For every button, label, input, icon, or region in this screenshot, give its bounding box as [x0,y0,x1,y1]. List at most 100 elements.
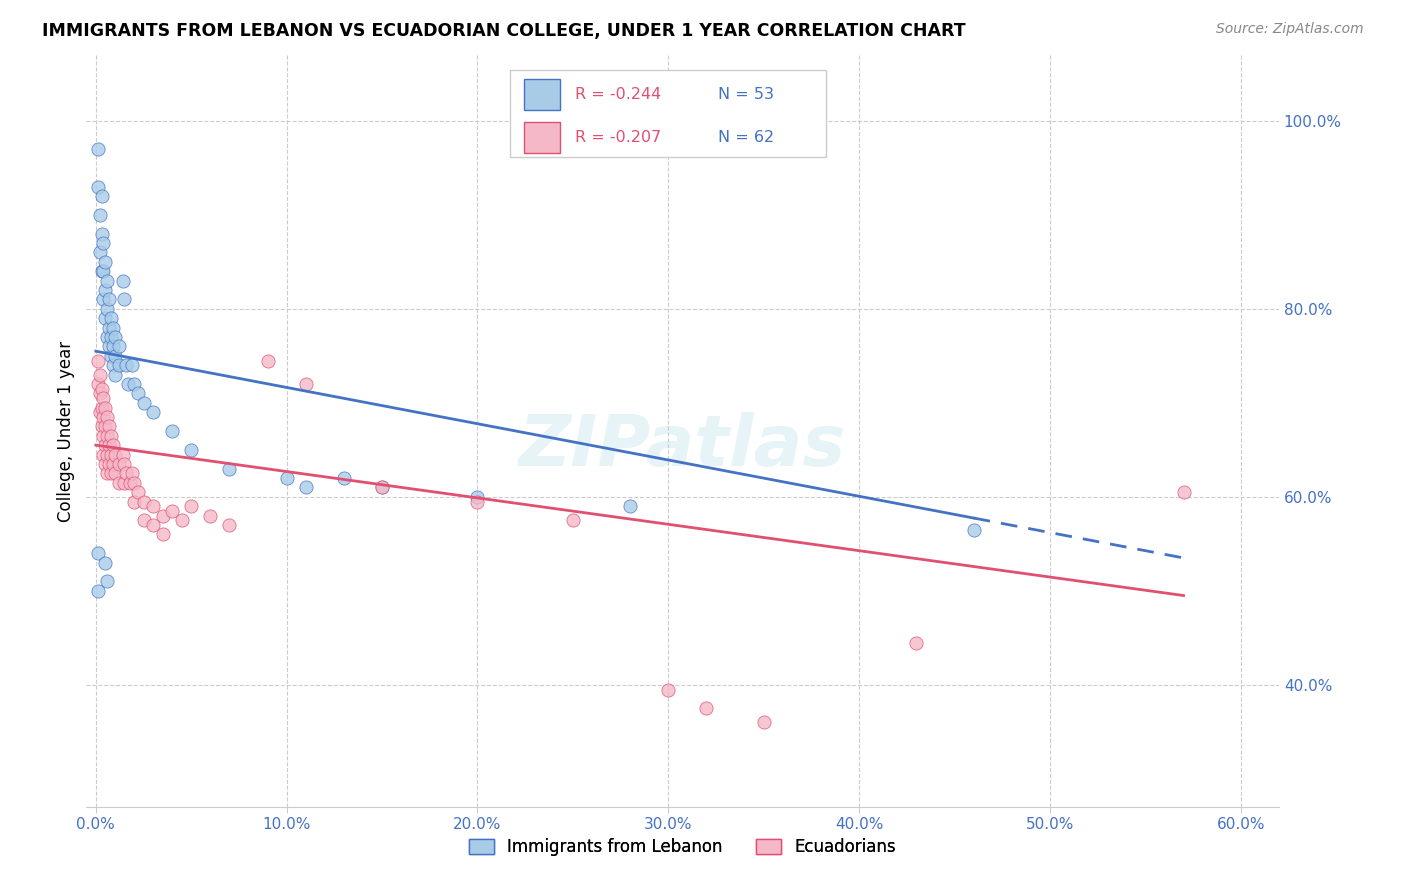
Point [160,424,183,438]
Point [294,377,316,392]
Point [104,330,127,344]
Point [142,518,165,533]
Point [200,508,222,523]
Point [100,349,122,363]
Point [104,467,127,481]
Point [160,504,183,518]
Point [152,508,174,523]
Point [107,359,129,373]
FancyBboxPatch shape [510,70,825,157]
Point [121,467,143,481]
Point [94,457,117,471]
Point [94,401,117,415]
Point [93,293,115,307]
Point [122,494,145,508]
Point [333,471,356,485]
Point [100,467,122,481]
FancyBboxPatch shape [524,78,560,111]
Point [115,359,138,373]
Point [89,368,111,382]
Point [96,274,118,288]
Point [96,467,118,481]
Point [98,339,121,353]
Text: N = 53: N = 53 [718,87,775,102]
Point [114,293,136,307]
Point [122,475,145,490]
Point [90,401,112,415]
Point [87,377,110,392]
Point [152,527,174,541]
Legend: Immigrants from Lebanon, Ecuadorians: Immigrants from Lebanon, Ecuadorians [463,831,903,863]
Point [121,359,143,373]
Point [94,311,117,326]
Point [100,429,122,443]
Point [87,546,110,560]
Point [96,429,118,443]
Point [115,467,138,481]
Point [90,419,112,434]
Point [752,715,775,730]
Point [98,438,121,452]
Point [127,386,149,401]
Point [87,179,110,194]
Point [114,475,136,490]
Point [294,480,316,494]
Point [90,382,112,396]
Point [96,301,118,316]
Point [98,320,121,334]
Point [905,635,928,649]
Point [93,429,115,443]
Point [107,339,129,353]
Point [90,189,112,203]
Point [276,471,298,485]
Point [695,701,717,715]
Point [132,494,155,508]
Point [107,475,129,490]
Point [170,513,193,527]
Point [180,500,202,514]
Point [180,442,202,457]
Point [87,583,110,598]
Point [93,264,115,278]
Point [371,480,394,494]
Point [467,490,489,504]
FancyBboxPatch shape [524,122,560,153]
Point [101,359,124,373]
Point [619,500,641,514]
Point [96,330,118,344]
Point [96,409,118,424]
Point [114,457,136,471]
Point [89,405,111,419]
Point [132,513,155,527]
Point [93,236,115,251]
Point [90,227,112,241]
Text: N = 62: N = 62 [718,130,775,145]
Point [87,353,110,368]
Text: IMMIGRANTS FROM LEBANON VS ECUADORIAN COLLEGE, UNDER 1 YEAR CORRELATION CHART: IMMIGRANTS FROM LEBANON VS ECUADORIAN CO… [42,22,966,40]
Point [87,142,110,156]
Point [89,245,111,260]
Point [122,377,145,392]
Point [962,523,984,537]
Point [561,513,583,527]
Point [93,409,115,424]
Point [98,457,121,471]
Point [90,264,112,278]
Point [120,475,142,490]
Point [96,574,118,589]
Point [218,461,240,475]
Point [111,448,134,462]
Point [142,500,165,514]
Point [89,208,111,222]
Point [96,448,118,462]
Point [98,293,121,307]
Point [93,448,115,462]
Point [111,274,134,288]
Text: R = -0.207: R = -0.207 [575,130,661,145]
Point [104,368,127,382]
Point [93,391,115,405]
Point [94,419,117,434]
Point [467,494,489,508]
Point [371,480,394,494]
Text: Source: ZipAtlas.com: Source: ZipAtlas.com [1216,22,1364,37]
